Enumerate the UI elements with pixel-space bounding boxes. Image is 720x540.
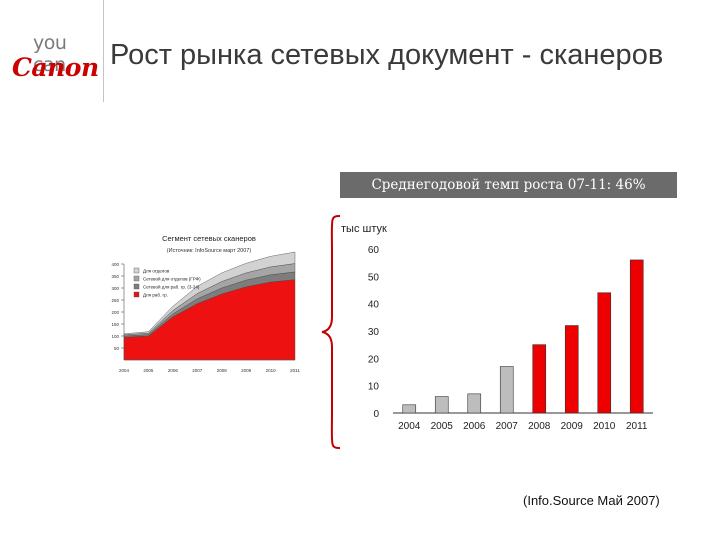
area-y-tick-label: 200 [111, 310, 119, 315]
bar-y-tick-label: 60 [368, 245, 380, 256]
area-legend-label: Сетевой для отделов (ГРФ) [143, 276, 201, 282]
canon-logo: you can Canon [10, 30, 100, 85]
bar-x-tick-label: 2007 [496, 421, 519, 432]
bar-y-tick-label: 50 [368, 272, 380, 283]
area-x-tick-label: 2008 [217, 368, 228, 373]
bar-2005 [434, 396, 449, 414]
logo-tagline: you can [33, 32, 67, 76]
bar-y-tick-label: 40 [368, 300, 380, 311]
area-legend-swatch [133, 283, 140, 290]
slide-title: Рост рынка сетевых документ - сканеров [110, 39, 664, 71]
area-y-tick-label: 150 [111, 322, 119, 327]
header-divider [103, 0, 104, 102]
area-legend-swatch [133, 291, 140, 298]
bar-y-tick-label: 10 [368, 382, 380, 393]
area-y-tick-label: 100 [111, 334, 119, 339]
bar-x-tick-label: 2011 [626, 421, 648, 432]
bar-x-tick-label: 2009 [561, 421, 584, 432]
area-chart-subtitle: (Источник: InfoSource март 2007) [167, 248, 252, 254]
area-x-tick-label: 2010 [266, 368, 277, 373]
brace-icon [321, 215, 341, 449]
bar-y-tick-label: 30 [368, 327, 380, 338]
area-y-tick-label: 50 [114, 346, 120, 351]
logo-brand: Canon [12, 53, 99, 82]
bar-x-tick-label: 2006 [463, 421, 486, 432]
bar-2010 [597, 292, 612, 414]
area-x-tick-label: 2011 [290, 368, 300, 373]
area-x-tick-label: 2005 [143, 368, 154, 373]
area-legend-label: Для отделов [143, 269, 170, 274]
bar-x-tick-label: 2008 [528, 421, 551, 432]
area-x-tick-label: 2004 [119, 368, 130, 373]
source-note: (Info.Source Май 2007) [523, 493, 660, 508]
bar-x-tick-label: 2004 [398, 421, 421, 432]
area-x-tick-label: 2006 [168, 368, 179, 373]
area-legend-label: Для раб. гр. [143, 293, 168, 298]
bar-x-tick-label: 2010 [593, 421, 616, 432]
area-legend-swatch [133, 275, 140, 282]
bar-2011 [629, 259, 644, 414]
growth-rate-box: Среднегодовой темп роста 07-11: 46% [340, 172, 677, 198]
area-x-tick-label: 2007 [192, 368, 203, 373]
bar-y-tick-label: 0 [373, 409, 379, 420]
bar-y-unit-label: тыс штук [341, 223, 387, 235]
bar-y-tick-label: 20 [368, 354, 380, 365]
area-y-tick-label: 350 [111, 274, 119, 279]
bar-2009 [564, 325, 579, 414]
area-chart-title: Сегмент сетевых сканеров [162, 234, 256, 243]
area-legend-swatch [133, 267, 140, 274]
bar-2006 [467, 393, 482, 414]
area-chart: Сегмент сетевых сканеров (Источник: InfoS… [111, 234, 300, 373]
area-x-tick-label: 2009 [241, 368, 252, 373]
area-series-4 [123, 251, 296, 336]
area-legend-label: Сетевой для раб. гр. (3-34) [143, 284, 200, 290]
area-y-tick-label: 400 [111, 262, 119, 267]
area-y-tick-label: 250 [111, 298, 119, 303]
bar-2004 [402, 404, 417, 414]
bar-chart: тыс штук 0 10 20 30 40 50 60 2004 2005 2006 2007 200… [341, 223, 653, 432]
bar-2008 [532, 344, 547, 414]
bar-x-tick-label: 2005 [431, 421, 454, 432]
bar-2007 [499, 366, 514, 414]
area-y-tick-label: 300 [111, 286, 119, 291]
